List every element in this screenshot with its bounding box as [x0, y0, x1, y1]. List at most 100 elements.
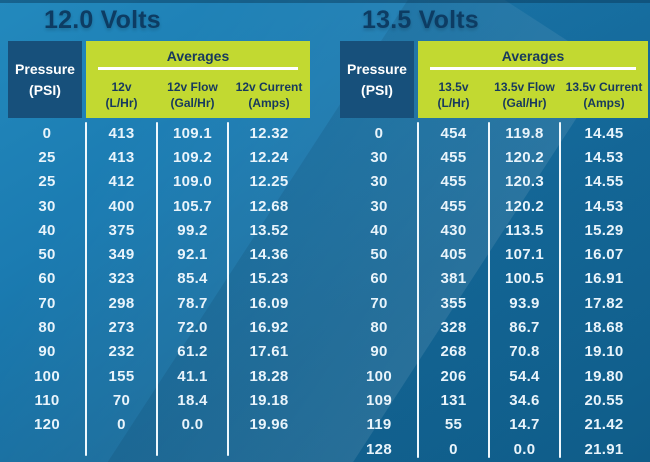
flow-lhr-value: 0 [449, 440, 458, 458]
table-row: 50 405 107.1 16.07 [340, 242, 648, 266]
table-12-volts: 12.0 Volts Pressure (PSI) Averages 12v (… [8, 0, 310, 456]
pressure-value: 50 [370, 246, 388, 264]
table-row: 60 381 100.5 16.91 [340, 267, 648, 291]
pressure-value: 60 [38, 270, 56, 288]
flow-lhr-value: 70 [112, 391, 131, 409]
averages-label: Averages [501, 48, 565, 64]
table-header: Pressure (PSI) Averages 12v (L/Hr) 12v F… [8, 41, 310, 118]
flow-galhr-value: 109.2 [172, 148, 213, 166]
current-amps-value: 21.42 [584, 416, 624, 434]
column-header-line1: 12v Current [235, 79, 303, 94]
flow-lhr-value: 381 [440, 270, 467, 288]
flow-galhr-value: 78.7 [177, 294, 208, 312]
table-body: 0 454 119.8 14.45 30 455 120.2 14.53 30 455 120.3 1… [340, 121, 648, 461]
table-row: 80 273 72.0 16.92 [8, 315, 310, 339]
table-row: 70 355 93.9 17.82 [340, 291, 648, 315]
table-row: 60 323 85.4 15.23 [8, 267, 310, 291]
table-row: 128 0 0.0 21.91 [340, 437, 648, 461]
current-amps-value: 13.52 [249, 221, 289, 239]
flow-galhr-value: 120.2 [504, 148, 545, 166]
column-header-line1: 13.5v Flow [494, 79, 555, 94]
flow-galhr-value: 86.7 [509, 319, 540, 337]
pressure-value: 50 [38, 246, 56, 264]
current-amps-value: 14.53 [584, 148, 624, 166]
current-amps-value: 19.10 [584, 343, 624, 361]
flow-galhr-value: 119.8 [505, 124, 544, 142]
table-row: 90 268 70.8 19.10 [340, 340, 648, 364]
flow-lhr-value: 273 [108, 319, 135, 337]
flow-galhr-value: 18.4 [177, 391, 208, 409]
table-row: 40 375 99.2 13.52 [8, 218, 310, 242]
pressure-value: 120 [34, 416, 60, 434]
flow-lhr-value: 155 [108, 367, 135, 385]
flow-galhr-value: 120.2 [504, 197, 545, 215]
column-header-line1: 13.5v [438, 79, 469, 94]
column-header-flow: 12v Flow (Gal/Hr) [157, 72, 228, 118]
column-separator [417, 122, 419, 459]
table-row: 80 328 86.7 18.68 [340, 315, 648, 339]
pressure-value: 30 [38, 197, 56, 215]
flow-lhr-value: 55 [444, 416, 463, 434]
pressure-value: 30 [370, 197, 388, 215]
pressure-value: 119 [366, 416, 392, 434]
column-header-current: 12v Current (Amps) [228, 72, 310, 118]
pressure-value: 0 [374, 124, 384, 142]
table-row: 110 70 18.4 19.18 [8, 388, 310, 412]
column-header-line2: (L/Hr) [437, 96, 470, 110]
flow-galhr-value: 92.1 [177, 246, 208, 264]
column-header-lhr: 12v (L/Hr) [86, 72, 157, 118]
column-header-line1: 12v Flow [167, 79, 218, 94]
flow-lhr-value: 131 [440, 391, 467, 409]
table-row: 30 455 120.2 14.53 [340, 145, 648, 169]
column-header-line2: (Amps) [583, 96, 625, 110]
pressure-value: 25 [38, 148, 56, 166]
pressure-value: 30 [370, 173, 388, 191]
flow-galhr-value: 61.2 [177, 343, 208, 361]
flow-lhr-value: 412 [108, 173, 135, 191]
current-amps-value: 14.55 [584, 173, 624, 191]
flow-lhr-value: 413 [108, 124, 135, 142]
column-headers: 12v (L/Hr) 12v Flow (Gal/Hr) 12v Current… [86, 72, 310, 118]
column-separator [156, 122, 158, 456]
column-separator [85, 122, 87, 456]
averages-header-block: Averages 13.5v (L/Hr) 13.5v Flow (Gal/Hr… [418, 41, 648, 118]
flow-lhr-value: 232 [108, 343, 135, 361]
pressure-header-cell: Pressure (PSI) [8, 41, 82, 118]
flow-galhr-value: 113.5 [505, 221, 544, 239]
pressure-header-line2: (PSI) [361, 81, 393, 98]
pressure-value: 90 [370, 343, 388, 361]
current-amps-value: 17.61 [249, 343, 289, 361]
flow-lhr-value: 268 [440, 343, 467, 361]
table-row: 70 298 78.7 16.09 [8, 291, 310, 315]
averages-underline [430, 67, 636, 70]
flow-lhr-value: 455 [440, 197, 467, 215]
column-header-line1: 13.5v Current [565, 79, 643, 94]
averages-label: Averages [166, 48, 230, 64]
flow-galhr-value: 93.9 [509, 294, 540, 312]
current-amps-value: 12.25 [249, 173, 289, 191]
flow-galhr-value: 109.1 [172, 124, 213, 142]
pressure-value: 0 [42, 124, 52, 142]
table-row: 0 413 109.1 12.32 [8, 121, 310, 145]
flow-lhr-value: 298 [108, 294, 135, 312]
pressure-header-cell: Pressure (PSI) [340, 41, 414, 118]
current-amps-value: 18.28 [249, 367, 289, 385]
pressure-value: 80 [38, 319, 56, 337]
current-amps-value: 16.09 [249, 294, 289, 312]
current-amps-value: 18.68 [584, 319, 624, 337]
column-separator [488, 122, 490, 459]
current-amps-value: 15.29 [584, 221, 624, 239]
pressure-value: 110 [34, 391, 60, 409]
pressure-value: 128 [366, 440, 392, 458]
flow-lhr-value: 349 [108, 246, 135, 264]
pressure-value: 40 [370, 221, 388, 239]
table-row: 100 155 41.1 18.28 [8, 364, 310, 388]
pressure-value: 80 [370, 319, 388, 337]
pressure-header-line1: Pressure [347, 61, 407, 78]
column-separator [227, 122, 229, 456]
table-header: Pressure (PSI) Averages 13.5v (L/Hr) 13.… [340, 41, 648, 118]
current-amps-value: 19.18 [249, 391, 289, 409]
pressure-value: 100 [366, 367, 392, 385]
pressure-header-line2: (PSI) [29, 81, 61, 98]
flow-galhr-value: 0.0 [181, 416, 204, 434]
